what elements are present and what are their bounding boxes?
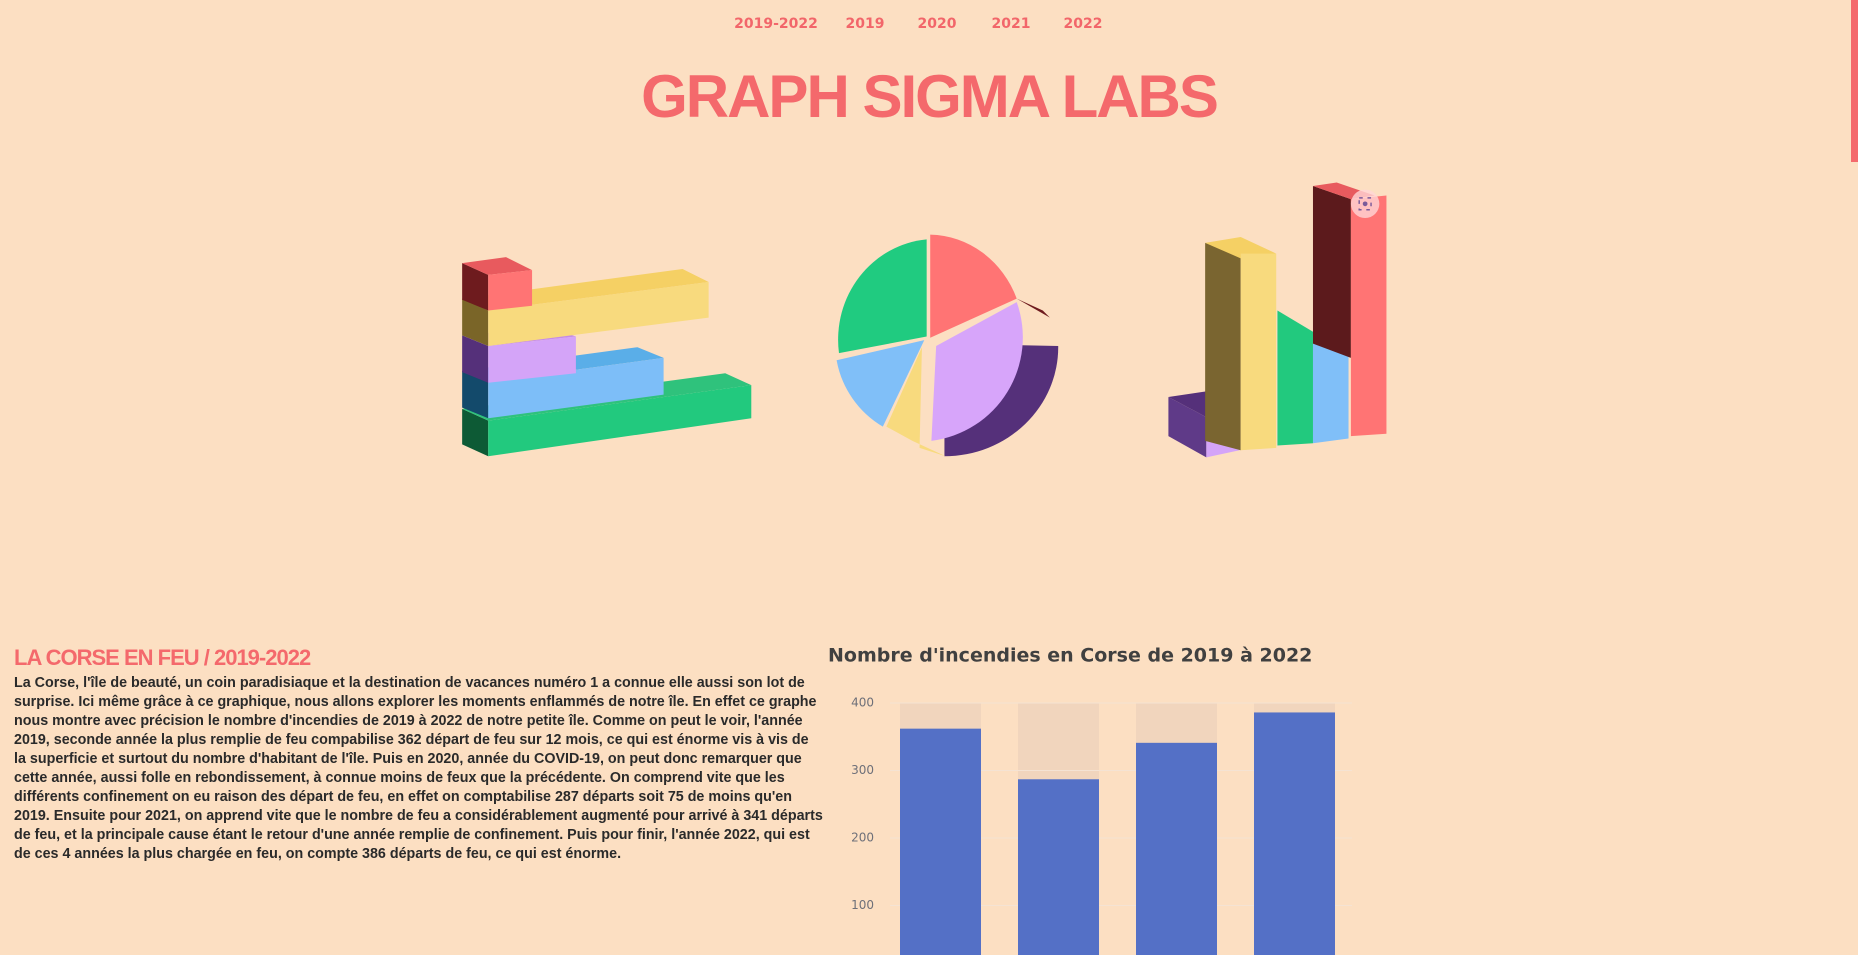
nav-link[interactable]: 2019: [845, 16, 885, 32]
bar-chart: 100 200 300 400: [851, 696, 1352, 955]
nav-link[interactable]: 2020: [917, 16, 957, 32]
bar: [1136, 742, 1217, 955]
y-tick-label: 100: [851, 898, 874, 912]
nav-link[interactable]: 2019-2022: [734, 16, 818, 32]
chart-title: Nombre d'incendies en Corse de 2019 à 20…: [828, 645, 1312, 667]
article-heading: LA CORSE EN FEU / 2019-2022: [14, 645, 311, 670]
bar: [1254, 712, 1335, 955]
hero-illustration: [462, 182, 1387, 458]
y-tick-label: 300: [851, 763, 874, 777]
article-body: La Corse, l'île de beauté, un coin parad…: [14, 675, 823, 862]
site-title: GRAPH SIGMA LABS: [641, 63, 1219, 130]
scrollbar[interactable]: [1851, 0, 1858, 162]
y-tick-label: 400: [851, 696, 874, 710]
bar: [900, 728, 981, 955]
bar: [1018, 779, 1099, 955]
nav-link[interactable]: 2021: [991, 16, 1031, 32]
y-tick-label: 200: [851, 831, 874, 845]
nav-link[interactable]: 2022: [1063, 16, 1103, 32]
